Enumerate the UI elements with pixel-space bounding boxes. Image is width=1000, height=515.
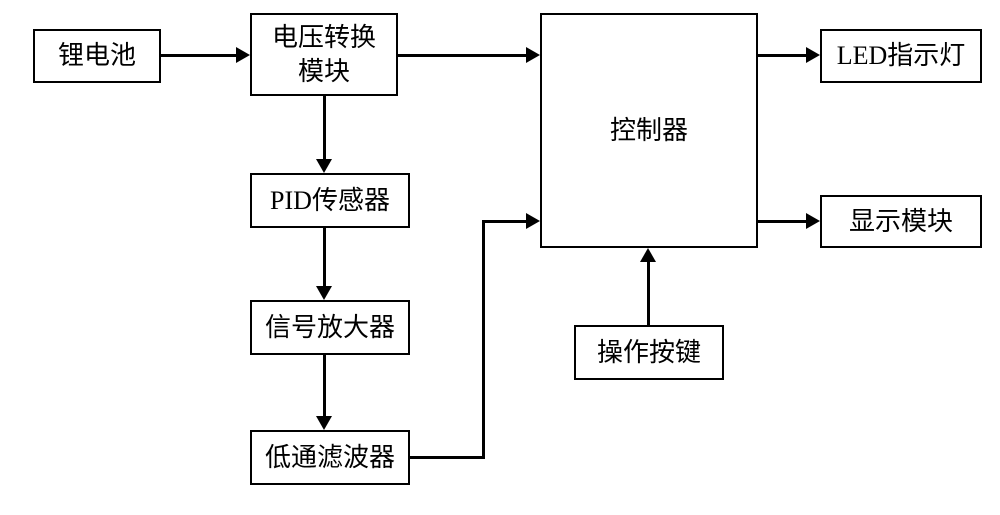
arrow-amplifier-filter <box>323 355 326 416</box>
node-led: LED指示灯 <box>820 29 982 83</box>
arrow-controller-display <box>758 220 806 223</box>
node-controller: 控制器 <box>540 13 758 248</box>
arrowhead-battery-voltage <box>236 47 250 63</box>
node-keys: 操作按键 <box>574 325 724 380</box>
arrowhead-controller-display <box>806 213 820 229</box>
arrow-controller-led <box>758 54 806 57</box>
arrowhead-filter-controller <box>526 213 540 229</box>
node-display: 显示模块 <box>820 195 982 248</box>
arrowhead-voltage-pid <box>316 159 332 173</box>
node-filter-label: 低通滤波器 <box>265 441 395 475</box>
node-battery: 锂电池 <box>33 29 161 83</box>
arrowhead-pid-amplifier <box>316 286 332 300</box>
arrow-keys-controller <box>647 262 650 325</box>
node-led-label: LED指示灯 <box>837 39 966 73</box>
arrow-battery-voltage <box>161 54 236 57</box>
arrowhead-voltage-controller <box>526 47 540 63</box>
node-voltage-label: 电压转换 模块 <box>272 21 376 89</box>
node-display-label: 显示模块 <box>849 205 953 239</box>
node-voltage: 电压转换 模块 <box>250 13 398 96</box>
arrowhead-controller-led <box>806 47 820 63</box>
arrow-filter-controller-v <box>482 220 485 459</box>
node-keys-label: 操作按键 <box>597 336 701 370</box>
arrow-pid-amplifier <box>323 228 326 286</box>
arrowhead-keys-controller <box>640 248 656 262</box>
node-pid: PID传感器 <box>250 173 410 228</box>
node-controller-label: 控制器 <box>610 114 688 148</box>
node-amplifier-label: 信号放大器 <box>265 311 395 345</box>
node-pid-label: PID传感器 <box>270 184 390 218</box>
node-battery-label: 锂电池 <box>58 39 136 73</box>
arrow-voltage-pid <box>323 96 326 159</box>
node-amplifier: 信号放大器 <box>250 300 410 355</box>
node-filter: 低通滤波器 <box>250 430 410 485</box>
arrow-voltage-controller <box>398 54 526 57</box>
arrow-filter-controller-h2 <box>485 220 526 223</box>
arrow-filter-controller-h <box>410 456 485 459</box>
arrowhead-amplifier-filter <box>316 416 332 430</box>
